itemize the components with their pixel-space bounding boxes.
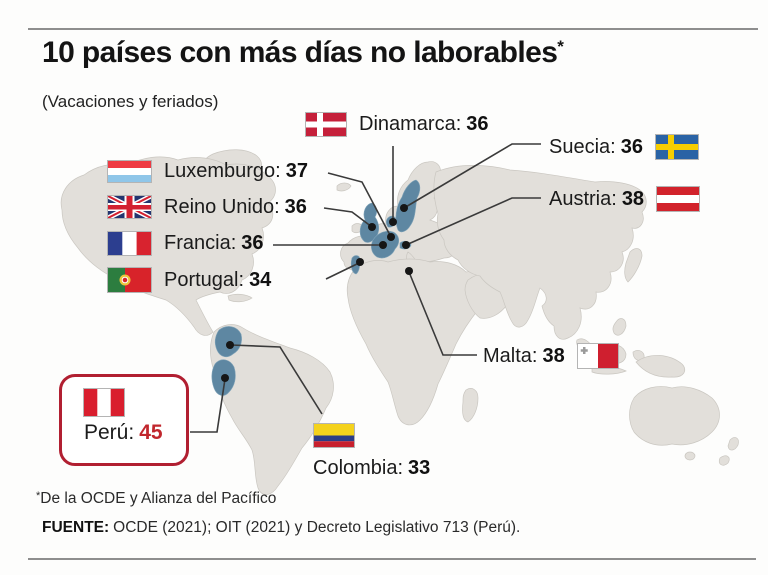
luxembourg-flag-icon bbox=[107, 160, 152, 183]
map-dots bbox=[221, 204, 413, 382]
source-text: OCDE (2021); OIT (2021) y Decreto Legisl… bbox=[113, 519, 521, 536]
country-text: Francia: 36 bbox=[164, 232, 264, 255]
country-value: 33 bbox=[408, 457, 431, 479]
country-text: Dinamarca: 36 bbox=[359, 113, 489, 136]
denmark-flag-icon bbox=[305, 112, 347, 137]
source-label: FUENTE: bbox=[42, 519, 110, 536]
country-name: Luxemburgo: bbox=[164, 160, 281, 182]
label-dinamarca: Dinamarca: 36 bbox=[305, 112, 489, 137]
country-text: Colombia: 33 bbox=[313, 457, 430, 480]
country-value: 36 bbox=[466, 113, 489, 135]
portugal-flag-icon bbox=[107, 267, 152, 293]
colombia-flag-icon bbox=[313, 423, 355, 448]
label-suecia: Suecia: 36 bbox=[549, 134, 699, 160]
country-value: 37 bbox=[285, 160, 308, 182]
label-francia: Francia: 36 bbox=[107, 231, 264, 256]
country-text: Austria: 38 bbox=[549, 188, 644, 211]
country-value: 45 bbox=[139, 421, 163, 444]
country-name: Colombia: bbox=[313, 457, 404, 479]
page-subtitle: (Vacaciones y feriados) bbox=[42, 92, 219, 111]
label-austria: Austria: 38 bbox=[549, 186, 701, 212]
country-value: 36 bbox=[284, 195, 307, 218]
country-name: Reino Unido: bbox=[164, 195, 280, 218]
country-name: Perú: bbox=[84, 421, 135, 444]
country-text: Reino Unido: 36 bbox=[164, 196, 307, 219]
france-flag-icon bbox=[107, 231, 152, 256]
label-portugal: Portugal: 34 bbox=[107, 267, 271, 293]
label-luxemburgo: Luxemburgo: 37 bbox=[107, 160, 308, 183]
callout-lines bbox=[190, 143, 541, 433]
country-value: 38 bbox=[621, 187, 645, 210]
source-line: FUENTE: OCDE (2021); OIT (2021) y Decreto… bbox=[42, 519, 520, 537]
country-name: Suecia: bbox=[549, 135, 616, 158]
peru-highlight-box: Perú: 45 bbox=[59, 374, 189, 466]
footnote: *De la OCDE y Alianza del Pacífico bbox=[36, 490, 276, 508]
bottom-rule bbox=[28, 558, 756, 560]
country-name: Malta: bbox=[483, 344, 538, 367]
label-reino-unido: Reino Unido: 36 bbox=[107, 195, 307, 219]
footnote-asterisk: * bbox=[36, 490, 41, 502]
page-title: 10 países con más días no laborables* bbox=[42, 36, 702, 69]
label-colombia: Colombia: 33 bbox=[313, 423, 430, 480]
austria-flag-icon bbox=[656, 186, 701, 212]
country-value: 38 bbox=[542, 344, 565, 367]
uk-flag-icon bbox=[107, 195, 152, 219]
country-text: Portugal: 34 bbox=[164, 269, 271, 292]
country-text: Malta: 38 bbox=[483, 345, 565, 368]
title-asterisk: * bbox=[557, 37, 564, 56]
country-value: 36 bbox=[241, 232, 264, 254]
country-text: Perú: 45 bbox=[84, 421, 163, 445]
country-name: Dinamarca: bbox=[359, 113, 462, 135]
country-name: Austria: bbox=[549, 187, 617, 210]
sweden-flag-icon bbox=[654, 134, 699, 160]
label-malta: Malta: 38 bbox=[483, 343, 619, 369]
country-value: 36 bbox=[620, 135, 643, 158]
title-text: 10 países con más días no laborables bbox=[42, 36, 558, 69]
country-value: 34 bbox=[249, 268, 272, 291]
country-text: Suecia: 36 bbox=[549, 136, 643, 159]
country-text: Luxemburgo: 37 bbox=[164, 160, 308, 183]
footnote-text: De la OCDE y Alianza del Pacífico bbox=[40, 490, 277, 507]
peru-flag-icon bbox=[83, 388, 125, 417]
top-rule bbox=[28, 28, 758, 30]
country-name: Francia: bbox=[164, 232, 237, 254]
malta-flag-icon bbox=[576, 343, 619, 369]
country-name: Portugal: bbox=[164, 268, 245, 291]
